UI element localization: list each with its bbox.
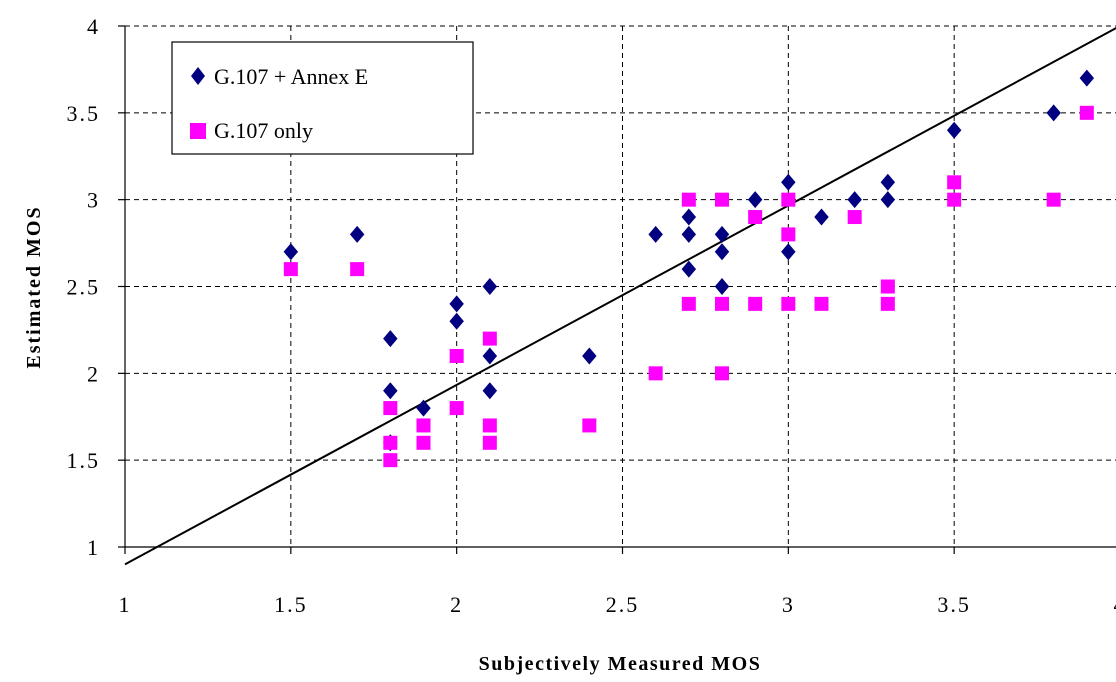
series-1-point-16 [714, 225, 730, 243]
series-2-point-15 [681, 296, 696, 311]
x-tick-label-0: 1 [119, 592, 132, 617]
series-2-point-26 [880, 279, 895, 294]
series-1-point-2 [383, 330, 398, 348]
x-axis-title: Subjectively Measured MOS [479, 653, 762, 675]
y-tick-label-4: 3 [87, 188, 100, 213]
series-2-point-2 [383, 401, 398, 416]
series-2-point-10 [482, 418, 497, 433]
series-2-point-30 [1046, 192, 1061, 207]
series-1-point-26 [946, 121, 962, 139]
series-1-point-28 [1079, 69, 1095, 87]
series-2-point-1 [350, 262, 365, 277]
axes [118, 25, 1116, 554]
series-1-point-17 [714, 243, 730, 261]
x-tick-label-1: 1.5 [274, 592, 308, 617]
series-1-point-6 [449, 295, 464, 313]
series-2-point-12 [582, 418, 597, 433]
series-2-point-14 [681, 192, 696, 207]
series-2-point-4 [383, 453, 398, 468]
y-tick-label-6: 4 [87, 14, 100, 39]
series-1-point-23 [847, 191, 862, 209]
x-tick-label-4: 3 [782, 592, 795, 617]
reference-line-group [124, 27, 1116, 566]
series-2-point-11 [482, 435, 497, 450]
series-1-point-21 [781, 243, 796, 261]
legend-marker-square [190, 123, 206, 139]
series-2-point-6 [416, 435, 431, 450]
series-2-point-24 [814, 296, 829, 311]
series-1-point-27 [1046, 104, 1061, 122]
legend: G.107 + Annex E G.107 only [171, 41, 474, 155]
y-tick-label-5: 3.5 [67, 101, 101, 126]
series-1-point-18 [714, 278, 730, 295]
legend-marker-diamond [191, 67, 205, 85]
series-2-point-25 [847, 210, 862, 225]
series-2-point-18 [715, 366, 729, 381]
y-tick-label-0: 1 [87, 535, 100, 560]
y-axis-title: Estimated MOS [23, 205, 45, 368]
series-1-point-22 [814, 208, 829, 226]
series-1-point-7 [449, 312, 464, 330]
series-2-point-0 [283, 262, 298, 277]
series-1-point-5 [416, 399, 431, 417]
series-1-point-1 [349, 225, 365, 243]
series-1-point-12 [648, 225, 663, 243]
series-2-point-27 [880, 296, 895, 311]
series-1-point-8 [482, 278, 498, 295]
series-1-point-11 [582, 347, 597, 365]
series-2-point-21 [781, 192, 796, 207]
x-tick-label-3: 2.5 [606, 592, 640, 617]
series-2-point-22 [781, 227, 796, 242]
x-tick-label-5: 3.5 [937, 592, 971, 617]
series-2-point-9 [482, 331, 497, 346]
series-2-point-5 [416, 418, 431, 433]
series-2-point-31 [1079, 105, 1094, 120]
legend-label-series-1: G.107 + Annex E [214, 64, 368, 89]
legend-label-series-2: G.107 only [214, 118, 313, 143]
series-2-point-28 [947, 175, 962, 190]
series-1-point-9 [482, 347, 498, 365]
data-points [283, 69, 1095, 468]
x-tick-label-6: 4 [1114, 592, 1116, 617]
series-2-point-23 [781, 296, 796, 311]
series-2-point-8 [449, 401, 464, 416]
series-1-point-13 [681, 208, 697, 226]
tick-labels: 1 1.5 2 2.5 3 3.5 4 1 1.5 2 2.5 3 3.5 4 [67, 14, 1116, 617]
series-1-point-0 [283, 243, 299, 261]
series-2-point-3 [383, 435, 398, 450]
y-tick-label-3: 2.5 [67, 275, 101, 300]
series-2-point-19 [748, 210, 763, 225]
reference-line [124, 27, 1116, 566]
series-2-point-7 [449, 348, 464, 363]
series-2-point-16 [715, 192, 729, 207]
series-1-point-3 [383, 382, 398, 400]
series-1-point-19 [747, 191, 763, 209]
series-2 [283, 105, 1094, 468]
x-tick-label-2: 2 [450, 592, 463, 617]
series-1-point-24 [880, 173, 896, 191]
series-1-point-15 [681, 260, 697, 278]
series-2-point-17 [715, 296, 729, 311]
legend-box [171, 41, 474, 155]
series-2-point-29 [947, 192, 962, 207]
series-1-point-25 [880, 191, 896, 209]
series-2-point-20 [748, 296, 763, 311]
y-tick-label-2: 2 [87, 361, 100, 386]
series-1-point-20 [781, 173, 796, 191]
series-1 [283, 69, 1095, 452]
y-tick-label-1: 1.5 [67, 448, 101, 473]
series-1-point-14 [681, 225, 697, 243]
series-1-point-10 [482, 382, 498, 400]
series-2-point-13 [648, 366, 663, 381]
